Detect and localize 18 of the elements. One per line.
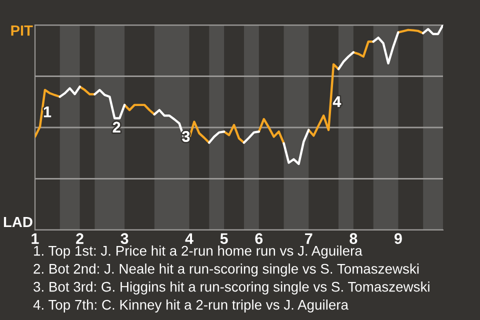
text: LAD [4,216,32,227]
text: 1. Top 1st: J. Price hit a 2-run home run vs J. Aguilera [34,246,362,258]
annotation: 2 [112,122,120,132]
x-tick-label: 3 [120,233,128,244]
annotation: 1 [44,106,52,118]
x-tick-label: 5 [220,233,228,244]
x-tick-label: 4 [185,233,194,244]
text: 4. Top 7th: C. Kinney hit a 2-run triple vs J. Aguilera [33,300,348,312]
x-tick-label: 9 [394,233,402,244]
text: PIT [11,26,33,36]
x-tick-label: 8 [350,233,358,244]
x-tick-label: 6 [255,233,263,244]
annotation: 4 [332,96,342,107]
text: 2. Bot 2nd: J. Neale hit a run-scoring single vs S. Tomaszewski [34,264,419,276]
x-tick-label: 7 [305,233,312,244]
x-tick-label: 2 [76,233,84,244]
x-tick-label: 1 [32,233,39,244]
text: 3. Bot 3rd: G. Higgins hit a run-scoring single vs S. Tomaszewski [34,282,430,294]
